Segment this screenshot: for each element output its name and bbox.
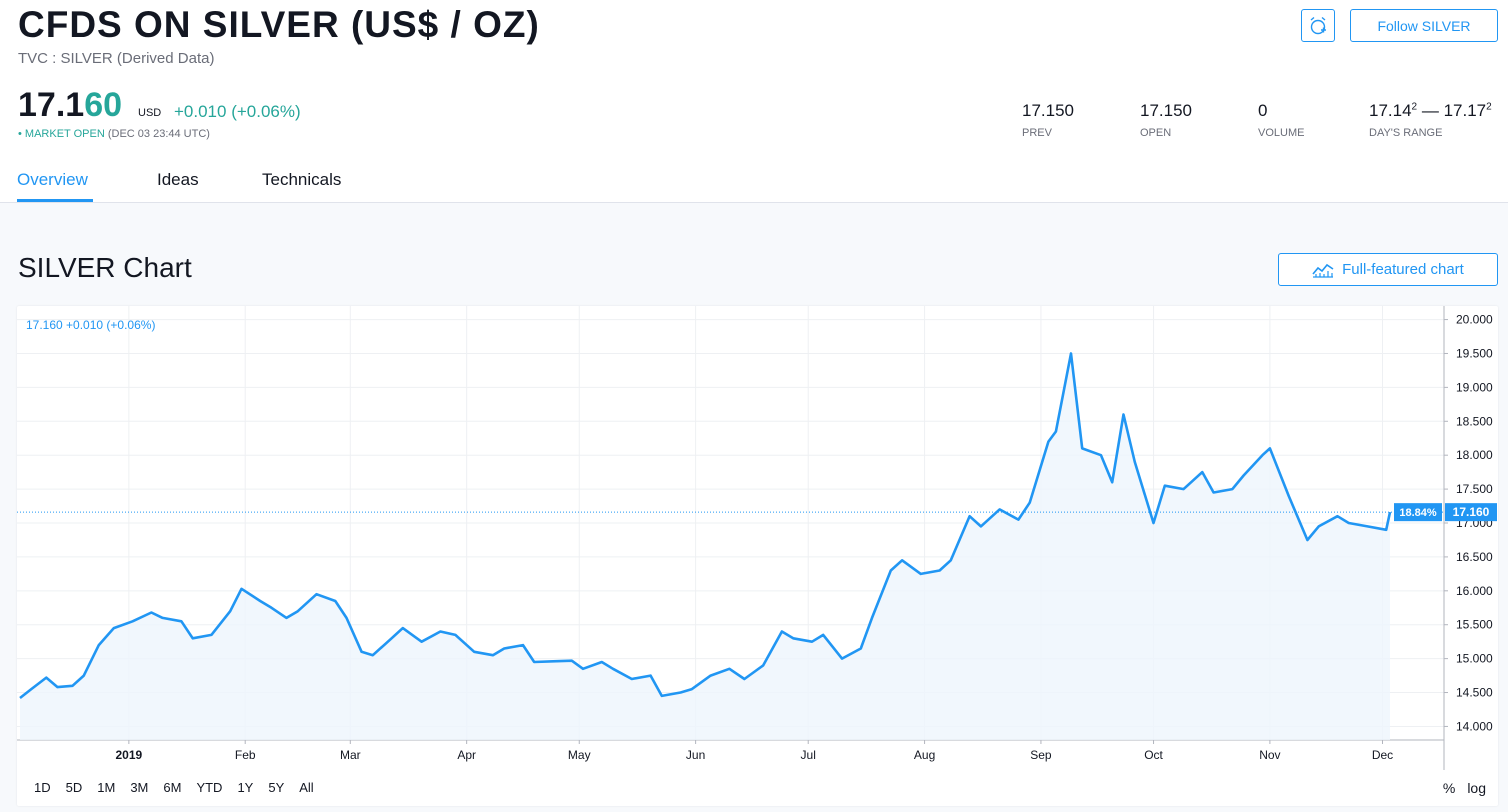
y-tick-label: 16.000	[1456, 584, 1493, 598]
range-selector: 1D 5D 1M 3M 6M YTD 1Y 5Y All	[34, 780, 329, 795]
last-price-label: 17.160	[1453, 505, 1490, 519]
stat-prev: 17.150 PREV	[1022, 101, 1074, 139]
x-tick-label: Nov	[1259, 748, 1280, 762]
range-1m[interactable]: 1M	[97, 780, 116, 795]
market-time: (DEC 03 23:44 UTC)	[107, 128, 210, 140]
chart-legend: 17.160 +0.010 (+0.06%)	[26, 318, 156, 332]
scale-options: % log	[1443, 780, 1486, 796]
range-1y[interactable]: 1Y	[237, 780, 254, 795]
price-highlight: 60	[84, 86, 123, 124]
range-3m[interactable]: 3M	[130, 780, 149, 795]
y-tick-label: 15.500	[1456, 618, 1493, 632]
y-tick-label: 19.000	[1456, 380, 1493, 394]
last-percent-label: 18.84%	[1399, 507, 1437, 519]
y-tick-label: 14.000	[1456, 719, 1493, 733]
y-tick-label: 20.000	[1456, 313, 1493, 327]
log-scale-toggle[interactable]: log	[1467, 780, 1486, 796]
range-5y[interactable]: 5Y	[268, 780, 285, 795]
x-tick-label: Sep	[1030, 748, 1052, 762]
x-tick-label: Jul	[801, 748, 816, 762]
tab-ideas[interactable]: Ideas	[157, 170, 199, 189]
range-1d[interactable]: 1D	[34, 780, 51, 795]
price-line	[19, 352, 1392, 700]
stat-label: OPEN	[1140, 127, 1172, 139]
symbol-subtitle: TVC : SILVER (Derived Data)	[18, 50, 215, 67]
price-main: 17.1	[18, 86, 85, 124]
stat-label: PREV	[1022, 127, 1052, 139]
quote-header: CFDS ON SILVER (US$ / OZ) TVC : SILVER (…	[0, 0, 1508, 203]
range-separator: —	[1417, 101, 1444, 120]
last-percent-tag	[1394, 503, 1442, 522]
section-title: SILVER Chart	[18, 252, 192, 283]
y-tick-label: 18.500	[1456, 414, 1493, 428]
stat-open: 17.150 OPEN	[1140, 101, 1192, 139]
x-tick-label: Dec	[1372, 748, 1393, 762]
page-title: CFDS ON SILVER (US$ / OZ)	[18, 4, 540, 45]
y-tick-label: 17.500	[1456, 482, 1493, 496]
chart-icon	[1312, 263, 1334, 278]
y-tick-label: 14.500	[1456, 686, 1493, 700]
price-change: +0.010 (+0.06%)	[174, 102, 301, 121]
x-tick-label: Jun	[686, 748, 705, 762]
chart-card: 14.000 14.500 15.000 15.500 16.000 16.500 17.0…	[17, 306, 1498, 806]
range-all[interactable]: All	[299, 780, 314, 795]
market-status-label: MARKET OPEN	[24, 128, 105, 140]
y-tick-label: 19.500	[1456, 346, 1493, 360]
stat-value: 17.150	[1022, 101, 1074, 120]
range-5d[interactable]: 5D	[65, 780, 83, 795]
tab-overview[interactable]: Overview	[17, 170, 88, 189]
percent-scale-toggle[interactable]: %	[1442, 780, 1456, 796]
x-tick-label: 2019	[115, 748, 142, 762]
currency-label: USD	[138, 107, 162, 119]
stat-value: 17.142 — 17.172	[1369, 101, 1492, 121]
last-price-tag	[1445, 503, 1497, 522]
full-featured-chart-label: Full-featured chart	[1342, 261, 1464, 278]
range-high-sup: 2	[1486, 101, 1492, 113]
x-tick-label: Aug	[914, 748, 935, 762]
last-price: 17.160	[18, 86, 122, 125]
price-area	[20, 353, 1390, 740]
full-featured-chart-button[interactable]: Full-featured chart	[1278, 253, 1498, 286]
x-tick-label: May	[568, 748, 591, 762]
stat-volume: 0 VOLUME	[1258, 101, 1304, 139]
x-tick-label: Feb	[235, 748, 256, 762]
stat-value: 0	[1258, 101, 1268, 120]
tab-technicals[interactable]: Technicals	[262, 170, 342, 189]
price-chart[interactable]: 14.00014.50015.00015.50016.00016.50017.0…	[17, 306, 1498, 776]
x-tick-label: Apr	[457, 748, 476, 762]
active-tab-indicator	[17, 199, 93, 202]
stat-days-range: 17.142 — 17.172 DAY'S RANGE	[1369, 101, 1492, 139]
range-ytd[interactable]: YTD	[196, 780, 223, 795]
stat-label: VOLUME	[1258, 127, 1305, 139]
add-alert-button[interactable]	[1301, 9, 1335, 42]
range-low: 17.14	[1369, 101, 1412, 120]
range-6m[interactable]: 6M	[163, 780, 182, 795]
y-tick-label: 16.500	[1456, 550, 1493, 564]
alarm-add-icon	[1310, 16, 1326, 34]
stat-value: 17.150	[1140, 101, 1192, 120]
x-tick-label: Oct	[1144, 748, 1163, 762]
range-low-sup: 2	[1411, 101, 1418, 113]
market-status: • MARKET OPEN (DEC 03 23:44 UTC)	[18, 128, 210, 140]
stat-label: DAY'S RANGE	[1369, 127, 1443, 139]
range-high: 17.17	[1443, 101, 1487, 120]
x-tick-label: Mar	[340, 748, 361, 762]
follow-button[interactable]: Follow SILVER	[1350, 9, 1498, 42]
status-dot-icon: •	[18, 128, 22, 140]
y-tick-label: 15.000	[1456, 652, 1493, 666]
y-tick-label: 18.000	[1456, 448, 1493, 462]
